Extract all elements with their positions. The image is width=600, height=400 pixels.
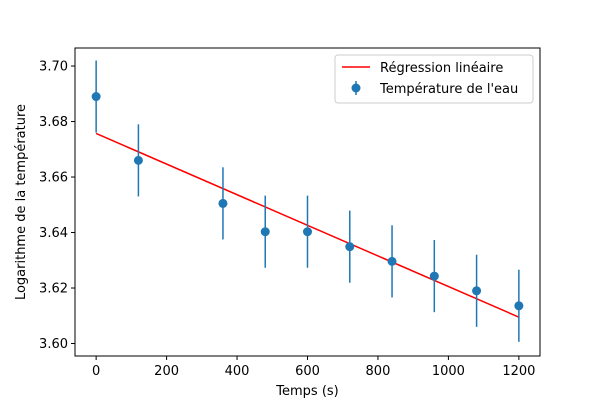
x-tick-label: 0 [92,364,100,379]
y-tick-label: 3.66 [39,171,68,186]
data-point [260,227,270,237]
x-tick-label: 1200 [502,364,535,379]
plot-area [91,60,524,342]
data-point [303,227,312,237]
legend: Régression linéaire Température de l'eau [334,54,534,104]
x-tick-label: 1000 [432,364,465,379]
data-point [218,198,228,208]
legend-box [334,54,534,104]
y-tick-label: 3.62 [39,282,68,297]
x-axis-label: Temps (s) [275,384,338,399]
data-point [133,155,143,165]
y-tick-label: 3.60 [39,337,68,352]
x-tick-label: 400 [225,364,250,379]
legend-label-temperature: Température de l'eau [379,82,518,97]
legend-label-regression: Régression linéaire [380,61,503,76]
plot-frame [74,47,541,357]
axis-ticks: 0 200 400 600 800 1000 1200 3.60 3.62 3.64 3.66 3.6… [39,60,535,379]
y-tick-label: 3.68 [39,115,68,130]
data-point [472,286,482,296]
x-tick-label: 200 [154,364,179,379]
data-point [387,256,397,266]
data-point [91,92,101,102]
data-point [514,301,524,311]
x-tick-label: 800 [366,364,391,379]
x-tick-label: 600 [295,364,320,379]
data-point [429,271,439,281]
legend-marker-swatch [351,83,361,93]
data-point [345,242,355,252]
y-axis-label: Logarithme de la température [14,104,29,300]
y-tick-label: 3.70 [39,60,68,75]
y-tick-label: 3.64 [39,226,68,241]
